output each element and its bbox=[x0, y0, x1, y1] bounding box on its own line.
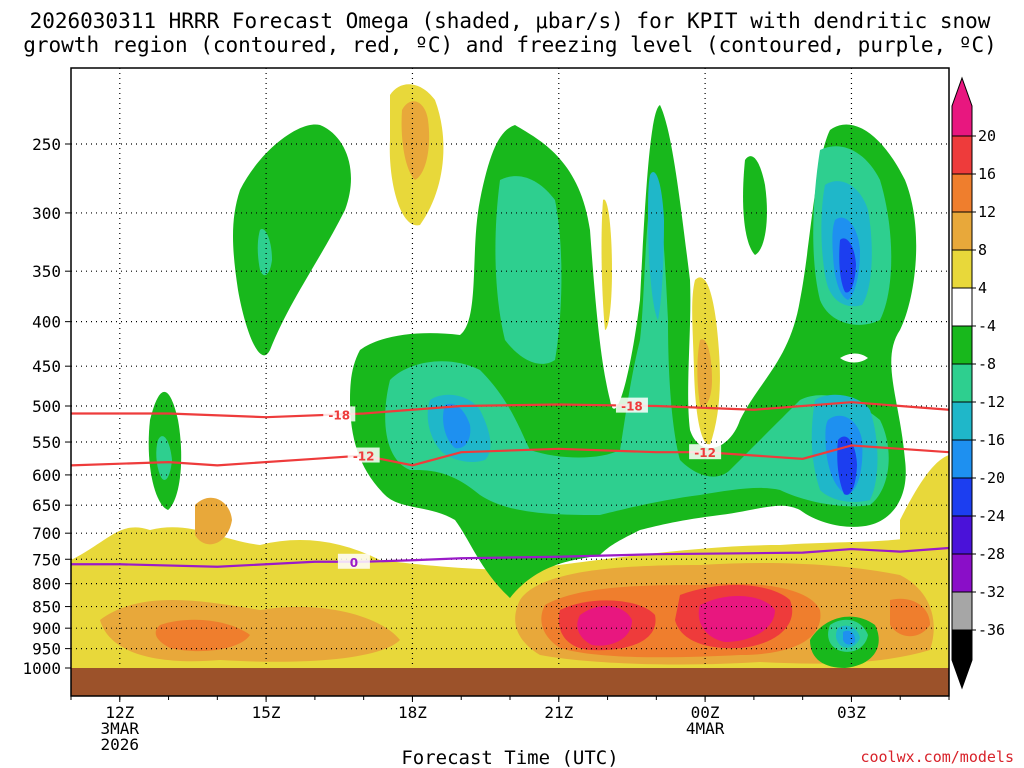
temperature-contours: -18 -18 -12 -12 0 bbox=[70, 397, 950, 570]
x-axis-title: Forecast Time (UTC) bbox=[401, 747, 618, 768]
omega-region-teal-2 bbox=[495, 176, 562, 364]
omega-region-orange-top bbox=[401, 101, 430, 180]
omega-region-magenta-1 bbox=[577, 605, 632, 646]
x-tick-label: 2026 bbox=[101, 735, 140, 754]
y-tick-label: 650 bbox=[32, 496, 61, 515]
omega-region-blue-1 bbox=[443, 403, 471, 449]
colorbar-label: 12 bbox=[978, 203, 996, 221]
colorbar-cell bbox=[951, 173, 973, 213]
colorbar-label: 8 bbox=[978, 241, 987, 259]
colorbar-cell bbox=[951, 363, 973, 403]
colorbar-cell bbox=[951, 249, 973, 289]
colorbar-cell bbox=[951, 287, 973, 327]
contour--18 bbox=[71, 401, 950, 419]
omega-region-orange-6 bbox=[195, 497, 232, 545]
contour-label-bg bbox=[689, 444, 722, 460]
y-tick-label: 800 bbox=[32, 575, 61, 594]
omega-region-teal-4 bbox=[257, 229, 272, 276]
omega-region-green-4 bbox=[743, 156, 767, 255]
omega-region-darkblue-2 bbox=[837, 436, 857, 495]
colorbar-cell bbox=[951, 439, 973, 479]
plot-frame bbox=[70, 67, 950, 697]
colorbar-cell bbox=[951, 325, 973, 365]
grid-lines bbox=[71, 68, 949, 668]
y-tick-label: 1000 bbox=[22, 659, 61, 678]
x-tick-label: 4MAR bbox=[686, 719, 725, 738]
y-tick-label: 500 bbox=[32, 397, 61, 416]
colorbar-label: -32 bbox=[978, 583, 1005, 601]
y-tick-label: 550 bbox=[32, 433, 61, 452]
contour-label: -18 bbox=[621, 400, 643, 414]
contour-label-bg bbox=[337, 553, 370, 569]
x-tick-label: 21Z bbox=[544, 703, 573, 722]
contour-label: -12 bbox=[694, 446, 716, 460]
colorbar-cell bbox=[951, 591, 973, 631]
contour-label-bg bbox=[323, 406, 356, 422]
y-tick-label: 400 bbox=[32, 313, 61, 332]
x-tick-label: 03Z bbox=[837, 703, 866, 722]
colorbar-label: 16 bbox=[978, 165, 996, 183]
x-tick-label: 18Z bbox=[398, 703, 427, 722]
contour-label: -18 bbox=[328, 408, 350, 422]
contour-label-bg bbox=[615, 397, 648, 413]
colorbar-cell bbox=[951, 401, 973, 441]
x-tick-label: 15Z bbox=[252, 703, 281, 722]
omega-region-teal-5 bbox=[156, 436, 172, 480]
chart-title-line1: 2026030311 HRRR Forecast Omega (shaded, … bbox=[30, 9, 991, 33]
ground-fill bbox=[71, 668, 949, 696]
plot-area: -18 -18 -12 -12 0 250 300 350 400 450 500 550 600 65… bbox=[22, 67, 950, 754]
y-tick-label: 600 bbox=[32, 466, 61, 485]
credit-link[interactable]: coolwx.com/models bbox=[860, 748, 1014, 766]
colorbar-label: -12 bbox=[978, 393, 1005, 411]
y-tick-label: 300 bbox=[32, 204, 61, 223]
colorbar-cell bbox=[951, 629, 973, 690]
colorbar-cell bbox=[951, 477, 973, 517]
colorbar-label: -36 bbox=[978, 621, 1005, 639]
contour--12 bbox=[70, 444, 950, 467]
y-tick-label: 250 bbox=[32, 135, 61, 154]
y-tick-label: 900 bbox=[32, 619, 61, 638]
omega-region-orange-mid bbox=[697, 339, 712, 407]
omega-region-magenta-2 bbox=[698, 595, 775, 642]
colorbar-label: 4 bbox=[978, 279, 987, 297]
y-tick-label: 700 bbox=[32, 524, 61, 543]
chart-title-line2: growth region (contoured, red, ºC) and f… bbox=[23, 33, 997, 57]
colorbar-cell bbox=[951, 515, 973, 555]
omega-region-green-1 bbox=[233, 124, 351, 356]
colorbar: 20 16 12 8 4 -4 -8 -12 -16 -20 -24 -28 -32 -36 bbox=[951, 76, 1005, 690]
contour-label-bg bbox=[347, 447, 380, 463]
y-tick-label: 950 bbox=[32, 640, 61, 659]
colorbar-cell bbox=[951, 553, 973, 593]
y-tick-label: 750 bbox=[32, 550, 61, 569]
colorbar-label: 20 bbox=[978, 127, 996, 145]
omega-region-cyan-4 bbox=[648, 172, 664, 320]
y-tick-label: 350 bbox=[32, 262, 61, 281]
omega-region-orange-5 bbox=[890, 598, 930, 637]
colorbar-cell bbox=[951, 211, 973, 251]
contour-0 bbox=[71, 546, 950, 568]
x-tick-label: 12Z bbox=[105, 703, 134, 722]
omega-region-teal-1 bbox=[385, 180, 889, 515]
x-tick-label: 3MAR bbox=[101, 719, 140, 738]
axes: 250 300 350 400 450 500 550 600 650 700 750 800 850 9… bbox=[22, 135, 950, 754]
colorbar-label: -4 bbox=[978, 317, 996, 335]
y-tick-label: 450 bbox=[32, 357, 61, 376]
colorbar-label: -28 bbox=[978, 545, 1005, 563]
omega-region-white-hole bbox=[840, 353, 868, 363]
contour-label: 0 bbox=[350, 556, 358, 570]
colorbar-cell bbox=[951, 135, 973, 175]
y-tick-label: 850 bbox=[32, 598, 61, 617]
colorbar-label: -20 bbox=[978, 469, 1005, 487]
colorbar-label: -24 bbox=[978, 507, 1005, 525]
contour-label: -12 bbox=[353, 450, 375, 464]
colorbar-cell bbox=[951, 76, 973, 137]
colorbar-label: -16 bbox=[978, 431, 1005, 449]
omega-region-yellow-thin bbox=[601, 199, 612, 330]
x-tick-label: 00Z bbox=[691, 703, 720, 722]
omega-region-blue-4 bbox=[843, 630, 856, 645]
colorbar-label: -8 bbox=[978, 355, 996, 373]
